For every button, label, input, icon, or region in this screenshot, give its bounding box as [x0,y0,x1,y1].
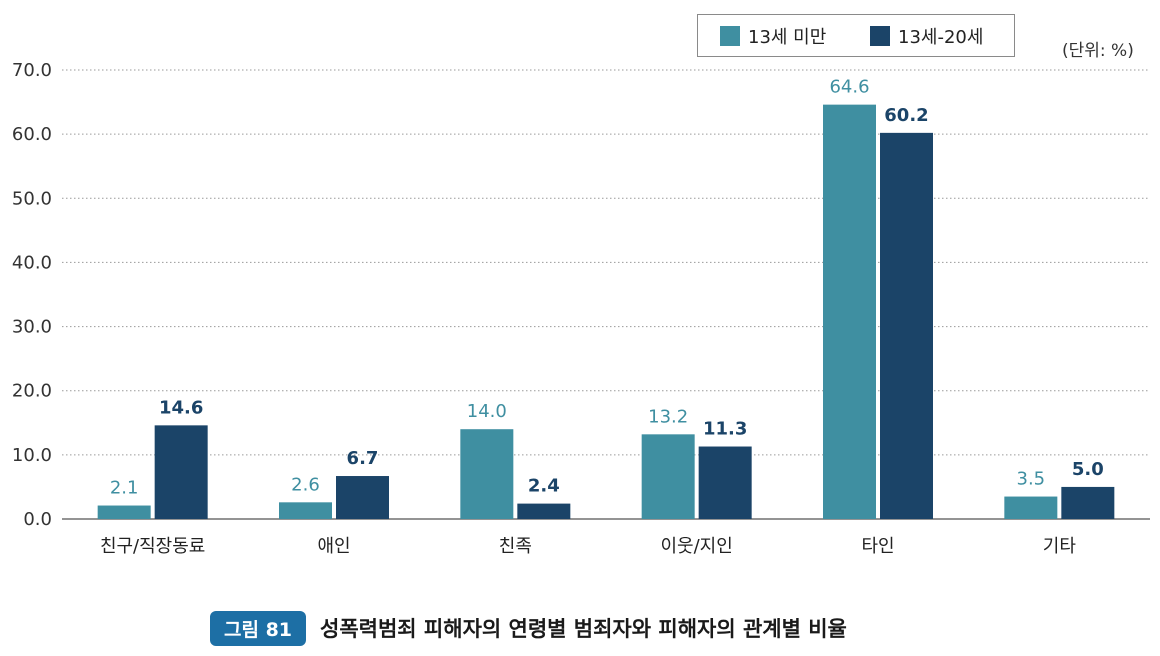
bar [698,446,752,519]
data-label: 60.2 [884,105,928,126]
legend-item-series1: 13세 미만 [720,26,827,48]
y-tick-label: 30.0 [12,317,52,338]
data-label: 14.0 [467,401,507,422]
figure-number-badge: 그림 81 [210,610,307,646]
data-label: 11.3 [703,419,747,440]
unit-label: (단위: %) [1062,41,1134,61]
bar [1004,496,1058,519]
y-tick-label: 50.0 [12,188,52,209]
bar [880,132,933,520]
bar [336,476,389,519]
data-label: 2.4 [528,476,560,497]
y-tick-label: 60.0 [12,124,52,145]
y-tick-label: 20.0 [12,381,52,402]
data-label: 3.5 [1017,469,1046,490]
data-label: 5.0 [1072,459,1104,480]
figure-title: 성폭력범죄 피해자의 연령별 범죄자와 피해자의 관계별 비율 [320,617,847,641]
figure-caption: 그림 81 성폭력범죄 피해자의 연령별 범죄자와 피해자의 관계별 비율 [210,610,847,646]
legend-label-series2: 13세-20세 [898,27,984,48]
x-tick-label: 타인 [861,536,894,557]
y-tick-label: 70.0 [12,60,52,81]
data-label: 13.2 [648,406,688,427]
legend-label-series1: 13세 미만 [748,27,827,48]
y-tick-label: 10.0 [12,445,52,466]
x-tick-label: 애인 [317,536,350,557]
bar [154,425,208,519]
x-tick-label: 친구/직장동료 [100,536,205,557]
bar [279,502,332,519]
bar [641,434,695,519]
data-label: 14.6 [159,397,203,418]
legend: 13세 미만 13세-20세 [697,14,1015,57]
data-label: 6.7 [347,448,379,469]
x-tick-label: 기타 [1043,536,1077,557]
y-tick-label: 40.0 [12,252,52,273]
bar [460,429,514,519]
data-label: 2.6 [291,474,320,495]
data-label: 64.6 [829,77,869,98]
bar [1061,486,1115,519]
bar [517,503,571,519]
x-tick-label: 친족 [499,536,532,557]
bar-chart: 0.0 10.0 20.0 30.0 40.0 50.0 60.0 70.0 2.1 14.6 친구… [12,60,1150,557]
data-label: 2.1 [110,478,139,499]
legend-swatch-series2 [870,26,890,46]
legend-swatch-series1 [720,26,740,46]
bar [823,104,876,519]
bar [97,505,151,519]
legend-item-series2: 13세-20세 [870,26,984,48]
y-tick-label: 0.0 [23,509,52,530]
x-tick-label: 이웃/지인 [661,536,733,557]
